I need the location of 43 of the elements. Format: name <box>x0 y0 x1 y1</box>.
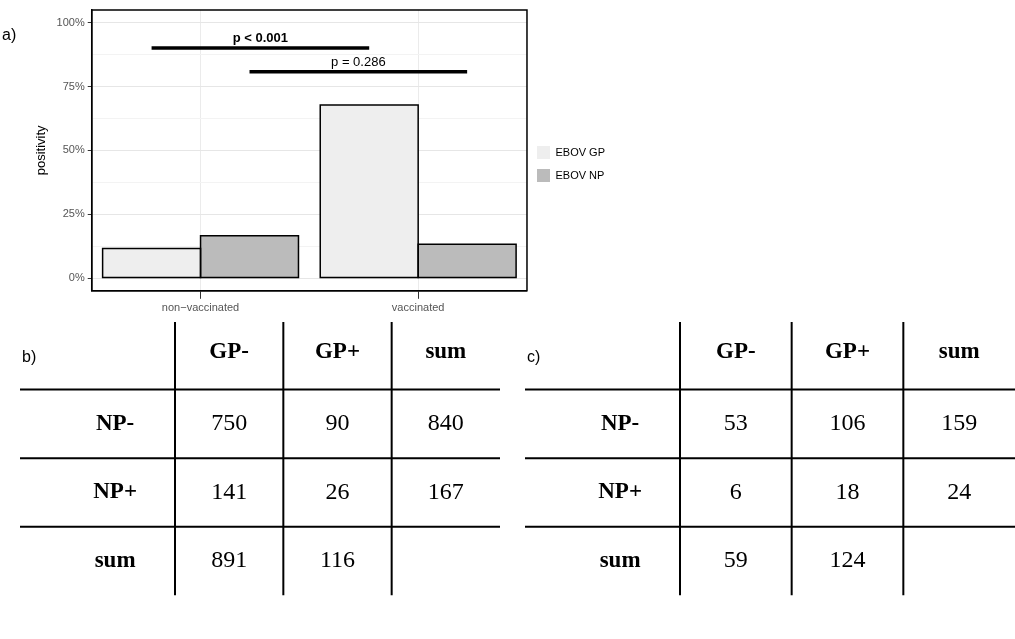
text: b) <box>22 348 37 366</box>
y-tick-label: NP+ <box>598 478 642 504</box>
x-tick-label: non−vaccinated <box>161 301 240 314</box>
data-label: 124 <box>829 546 866 573</box>
x-tick-label: GP+ <box>314 337 361 363</box>
y-tick-label: 75% <box>62 79 85 92</box>
y-tick-label: NP- <box>600 409 640 435</box>
data-label: 90 <box>325 409 350 436</box>
data-label: 116 <box>319 546 356 573</box>
annotation: p = 0.286 <box>331 53 386 69</box>
y-tick-label: 25% <box>62 207 85 220</box>
y-tick-label: sum <box>94 546 136 572</box>
y-tick-label: NP- <box>95 409 135 435</box>
data-label: 59 <box>723 546 748 573</box>
y-tick-label: 100% <box>56 15 85 28</box>
data-label: 840 <box>427 409 464 436</box>
x-tick-label: GP+ <box>824 337 871 363</box>
text: a) <box>2 26 17 44</box>
x-tick-label: GP- <box>716 337 756 363</box>
y-tick-label: 50% <box>62 143 85 156</box>
text: c) <box>527 348 541 366</box>
data-label: 18 <box>835 477 860 504</box>
data-label: 26 <box>325 477 350 504</box>
data-label: 891 <box>211 546 248 573</box>
data-label: 159 <box>941 409 978 436</box>
x-tick-label: vaccinated <box>391 301 445 314</box>
legend-label: EBOV NP <box>555 168 605 181</box>
y-axis-title: positivity <box>33 124 49 176</box>
annotation: p < 0.001 <box>232 29 289 45</box>
data-label: 24 <box>947 477 972 504</box>
data-label: 167 <box>427 477 464 504</box>
x-tick-label: sum <box>425 337 467 363</box>
data-label: 141 <box>211 477 248 504</box>
data-label: 53 <box>723 409 748 436</box>
x-tick-label: GP- <box>209 337 249 363</box>
x-tick-label: sum <box>938 337 980 363</box>
y-tick-label: 0% <box>68 271 85 284</box>
y-tick-label: NP+ <box>93 478 137 504</box>
data-label: 750 <box>211 409 248 436</box>
legend-label: EBOV GP <box>555 145 606 158</box>
data-label: 106 <box>829 409 866 436</box>
data-label: 6 <box>729 477 742 504</box>
y-tick-label: sum <box>599 546 641 572</box>
